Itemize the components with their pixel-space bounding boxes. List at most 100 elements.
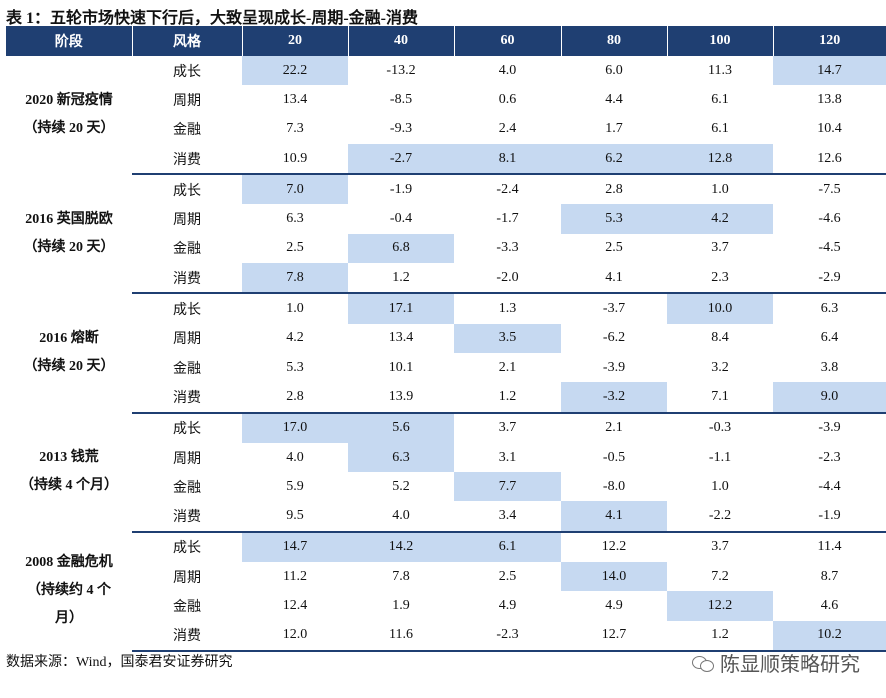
value-cell: 7.7	[454, 472, 561, 502]
phase-label-line: （持续约 4 个	[27, 583, 111, 599]
header-col-20: 20	[242, 26, 349, 56]
value-cell: 7.3	[286, 121, 304, 137]
header-row: 阶段 风格 20 40 60 80 100 120	[6, 26, 886, 56]
value-cell: 5.2	[392, 478, 410, 494]
value-cell: -7.5	[818, 181, 841, 197]
style-cell: 金融	[173, 123, 201, 139]
value-cell: 13.4	[388, 330, 414, 346]
value-cell: 1.7	[605, 121, 623, 137]
value-cell: -9.3	[389, 121, 413, 137]
table-row: 金融 5.9 5.2 7.7 -8.0 1.0 -4.4	[6, 472, 886, 502]
value-cell: 12.2	[601, 539, 627, 555]
phase-cell: 2013 钱荒 （持续 4 个月）	[6, 413, 132, 532]
value-cell: 6.4	[820, 330, 839, 346]
value-cell: 4.0	[498, 62, 517, 78]
value-cell: 12.0	[242, 620, 348, 652]
phase-label-line: （持续 4 个月）	[20, 478, 118, 494]
table-row: 金融 2.5 6.8 -3.3 2.5 3.7 -4.5	[6, 233, 886, 264]
phase-label-line: 2016 英国脱欧	[25, 211, 113, 227]
value-cell: 4.9	[498, 597, 517, 613]
value-cell: -4.4	[818, 478, 841, 494]
phase-label-line: 2020 新冠疫情	[25, 93, 113, 109]
value-cell: 6.1	[711, 121, 729, 137]
value-cell: 5.6	[348, 412, 454, 443]
value-cell: 2.3	[667, 263, 773, 295]
style-cell: 金融	[173, 361, 201, 377]
style-cell: 金融	[173, 242, 201, 258]
phase-label-line: （持续 20 天）	[23, 239, 115, 255]
value-cell: -1.9	[773, 501, 886, 533]
table-row: 消费 7.8 1.2 -2.0 4.1 2.3 -2.9	[6, 263, 886, 295]
table-row: 周期 4.0 6.3 3.1 -0.5 -1.1 -2.3	[6, 442, 886, 473]
value-cell: 5.9	[286, 478, 304, 494]
header-style: 风格	[132, 26, 243, 56]
value-cell: 8.1	[454, 143, 561, 176]
value-cell: -2.9	[773, 263, 886, 295]
style-cell: 成长	[173, 303, 201, 319]
style-cell: 成长	[173, 422, 201, 438]
value-cell: 7.8	[392, 568, 410, 584]
value-cell: 4.0	[286, 449, 304, 465]
table-row: 消费 10.9 -2.7 8.1 6.2 12.8 12.6	[6, 143, 886, 176]
header-col-80: 80	[561, 26, 668, 56]
value-cell: 14.7	[242, 531, 348, 563]
style-cell: 金融	[173, 599, 201, 615]
value-cell: -8.0	[602, 478, 626, 494]
style-cell: 周期	[173, 213, 201, 229]
value-cell: 3.4	[454, 501, 561, 533]
value-cell: -3.7	[602, 301, 626, 317]
table-row: 金融 12.4 1.9 4.9 4.9 12.2 4.6	[6, 591, 886, 621]
phase-label-line: （持续 20 天）	[23, 358, 115, 374]
value-cell: 12.7	[561, 620, 667, 652]
header-col-120: 120	[773, 26, 886, 56]
value-cell: -13.2	[386, 62, 416, 78]
style-cell: 周期	[173, 570, 201, 586]
value-cell: 14.2	[348, 531, 454, 563]
table-row: 周期 4.2 13.4 3.5 -6.2 8.4 6.4	[6, 323, 886, 353]
style-cell: 成长	[173, 541, 201, 557]
style-cell: 周期	[173, 451, 201, 467]
value-cell: 10.2	[773, 620, 886, 652]
value-cell: 4.2	[667, 204, 773, 234]
header-col-100: 100	[667, 26, 774, 56]
value-cell: 1.0	[711, 478, 729, 494]
value-cell: 6.0	[605, 62, 623, 78]
value-cell: 1.2	[348, 263, 454, 295]
style-cell: 消费	[132, 501, 242, 533]
table-row: 消费 2.8 13.9 1.2 -3.2 7.1 9.0	[6, 382, 886, 414]
value-cell: -0.5	[602, 449, 626, 465]
value-cell: 4.9	[605, 597, 623, 613]
value-cell: 2.5	[498, 568, 517, 584]
value-cell: 7.0	[242, 174, 348, 205]
value-cell: 1.3	[498, 301, 517, 317]
data-source-note: 数据来源：Wind，国泰君安证券研究	[6, 655, 233, 670]
value-cell: 9.0	[773, 382, 886, 414]
phase-label-line: （持续 20 天）	[23, 121, 115, 137]
value-cell: -1.7	[496, 211, 519, 227]
value-cell: 11.4	[817, 539, 842, 555]
value-cell: 12.6	[773, 143, 886, 176]
watermark-text: 陈显顺策略研究	[720, 652, 860, 676]
value-cell: 1.2	[454, 382, 561, 414]
value-cell: 2.5	[605, 240, 623, 256]
value-cell: 10.9	[242, 143, 348, 176]
table-row: 2020 新冠疫情 （持续 20 天） 成长 22.2 -13.2 4.0 6.0 11.3 1…	[6, 56, 886, 136]
table-title: 表 1：五轮市场快速下行后，大致呈现成长-周期-金融-消费	[6, 10, 418, 27]
phase-label-line: 2008 金融危机	[25, 555, 113, 571]
table-row: 2016 熔断 （持续 20 天） 成长 1.0 17.1 1.3 -3.7 10.0 6.3	[6, 293, 886, 374]
phase-cell: 2016 英国脱欧 （持续 20 天）	[6, 174, 132, 293]
value-cell: -1.1	[708, 449, 732, 465]
value-cell: 10.4	[817, 121, 842, 137]
style-cell: 成长	[173, 64, 201, 80]
value-cell: 2.1	[605, 420, 623, 436]
phase-label-line: 2016 熔断	[39, 330, 99, 346]
value-cell: 13.4	[282, 91, 308, 107]
value-cell: 3.8	[820, 359, 839, 375]
value-cell: -2.4	[496, 181, 519, 197]
value-cell: 4.6	[820, 597, 839, 613]
header-phase: 阶段	[6, 26, 133, 56]
value-cell: 1.0	[286, 301, 304, 317]
value-cell: -2.3	[454, 620, 561, 652]
value-cell: 13.9	[348, 382, 454, 414]
value-cell: 6.3	[348, 442, 454, 473]
